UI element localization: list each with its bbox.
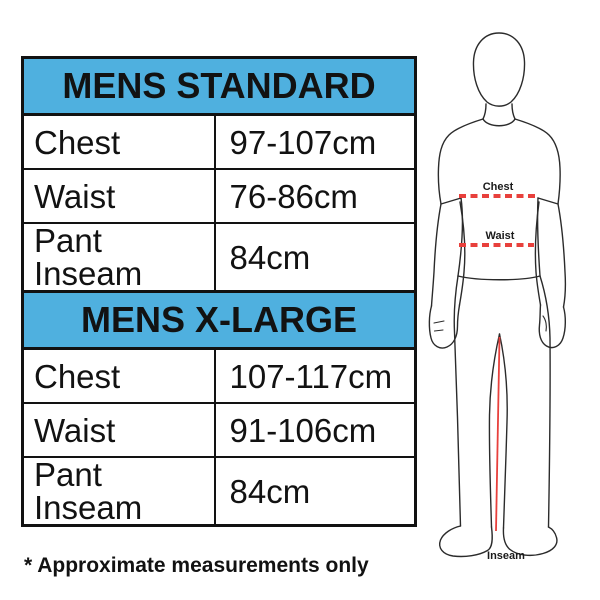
inseam-label: Inseam	[487, 550, 525, 562]
figure-pants-left-outer	[453, 275, 462, 527]
figure-left-arm-inner	[458, 201, 466, 306]
figure-left-shoe	[439, 525, 493, 558]
figure-left-shoulder-sleeve	[437, 118, 484, 205]
measurement-value: 84cm	[213, 222, 417, 293]
figure-right-sleeve-hem	[537, 197, 559, 205]
figure-left-hand	[428, 304, 461, 349]
figure-pants-left-inner	[488, 333, 501, 528]
table-row: Pant Inseam 84cm	[21, 222, 417, 293]
measurement-value: 84cm	[213, 456, 417, 527]
inseam-measure-line	[495, 336, 501, 532]
footnote: * Approximate measurements only	[24, 554, 369, 577]
section-header-row-standard: MENS STANDARD	[21, 56, 417, 116]
figure-pants-right-inner	[498, 333, 508, 529]
figure-shirt-right-side	[536, 197, 541, 277]
figure-neck-right	[511, 103, 516, 120]
measurement-label: Waist	[21, 402, 216, 458]
figure-right-hand	[538, 304, 567, 349]
figure-right-arm-inner	[534, 201, 542, 306]
chest-label: Chest	[483, 181, 514, 193]
figure-left-hand-fingers	[433, 320, 445, 332]
table-row: Chest 107-117cm	[21, 347, 417, 404]
table-row: Chest 97-107cm	[21, 113, 417, 170]
measurement-value: 97-107cm	[213, 113, 417, 170]
section-header-mens-standard: MENS STANDARD	[21, 56, 417, 116]
figure-right-shoulder-sleeve	[514, 118, 561, 205]
figure-right-hand-thumb	[542, 315, 547, 332]
figure-shirt-left-side	[457, 197, 464, 277]
waist-label: Waist	[486, 230, 515, 242]
male-figure-svg: Chest Waist Inseam	[428, 32, 567, 562]
figure-pants-right-outer	[539, 275, 551, 528]
table-row: Pant Inseam 84cm	[21, 456, 417, 527]
table-row: Waist 91-106cm	[21, 402, 417, 458]
figure-neck-left	[482, 103, 487, 120]
measurement-label: Chest	[21, 113, 216, 170]
figure-left-arm-outer	[430, 203, 442, 307]
measurement-label: Chest	[21, 347, 216, 404]
measurement-label: Pant Inseam	[21, 456, 216, 527]
figure-head-outline	[472, 32, 526, 107]
figure-left-sleeve-hem	[440, 197, 462, 205]
figure-right-shoe	[502, 526, 558, 557]
table-row: Waist 76-86cm	[21, 168, 417, 224]
male-figure-diagram: Chest Waist Inseam	[420, 15, 600, 590]
figure-collar	[482, 118, 516, 127]
measurement-value: 76-86cm	[213, 168, 417, 224]
measurement-value: 107-117cm	[213, 347, 417, 404]
measurement-value: 91-106cm	[213, 402, 417, 458]
size-chart-table: MENS STANDARD Chest 97-107cm Waist 76-86…	[21, 56, 417, 527]
section-header-row-xlarge: MENS X-LARGE	[21, 290, 417, 350]
section-header-mens-x-large: MENS X-LARGE	[21, 290, 417, 350]
figure-right-arm-outer	[557, 203, 567, 308]
measurement-label: Waist	[21, 168, 216, 224]
measurement-label: Pant Inseam	[21, 222, 216, 293]
figure-shirt-hem	[457, 275, 541, 281]
